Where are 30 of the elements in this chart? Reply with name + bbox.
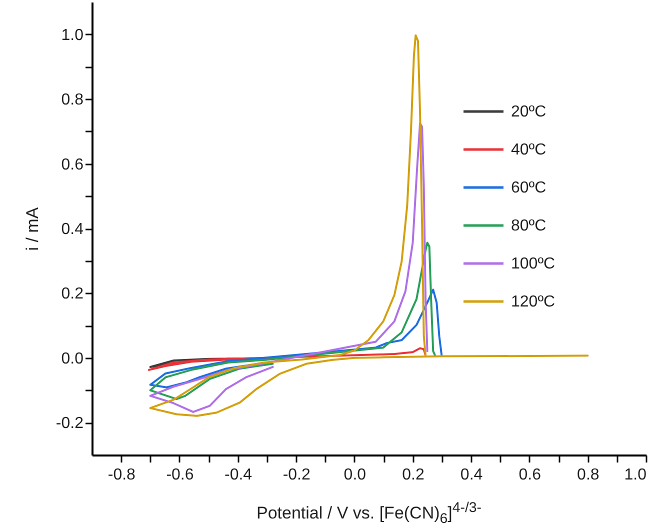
legend-label: 40ºC [511, 142, 546, 158]
x-tick-label: -0.8 [108, 466, 136, 484]
x-tick-label: 1.0 [624, 466, 647, 484]
legend-label: 60ºC [511, 180, 546, 196]
x-tick-label: -0.2 [282, 466, 310, 484]
x-tick-label: 0.4 [460, 466, 483, 484]
legend-label: 100ºC [511, 256, 556, 272]
legend-label: 20ºC [511, 104, 546, 120]
x-tick-label: 0.8 [577, 466, 600, 484]
line-series [148, 347, 427, 371]
x-axis-title: Potential / V vs. [Fe(CN)$_{6}$]$^{4-/3-}$ [256, 500, 482, 528]
x-tick-label: -0.4 [224, 466, 252, 484]
legend-label: 120ºC [511, 294, 556, 310]
line-series [149, 34, 589, 417]
y-tick-label: 0.0 [61, 350, 84, 368]
y-tick-label: 0.8 [61, 92, 84, 109]
line-series [149, 288, 443, 388]
x-tick-label: 0.0 [344, 466, 366, 484]
y-tick-label: -0.2 [56, 415, 84, 432]
line-series [149, 242, 436, 400]
y-tick-label: 0.6 [61, 156, 84, 174]
x-tick-label: 0.2 [402, 466, 424, 484]
y-tick-label: 0.2 [61, 286, 84, 303]
y-tick-label: 1.0 [61, 26, 84, 44]
legend-label: 80ºC [511, 218, 546, 234]
y-axis-title: i / mA [22, 206, 42, 251]
x-tick-label: -0.6 [166, 466, 194, 484]
x-tick-label: 0.6 [518, 466, 542, 484]
y-tick-label: 0.4 [61, 221, 84, 238]
line-series [149, 122, 428, 413]
